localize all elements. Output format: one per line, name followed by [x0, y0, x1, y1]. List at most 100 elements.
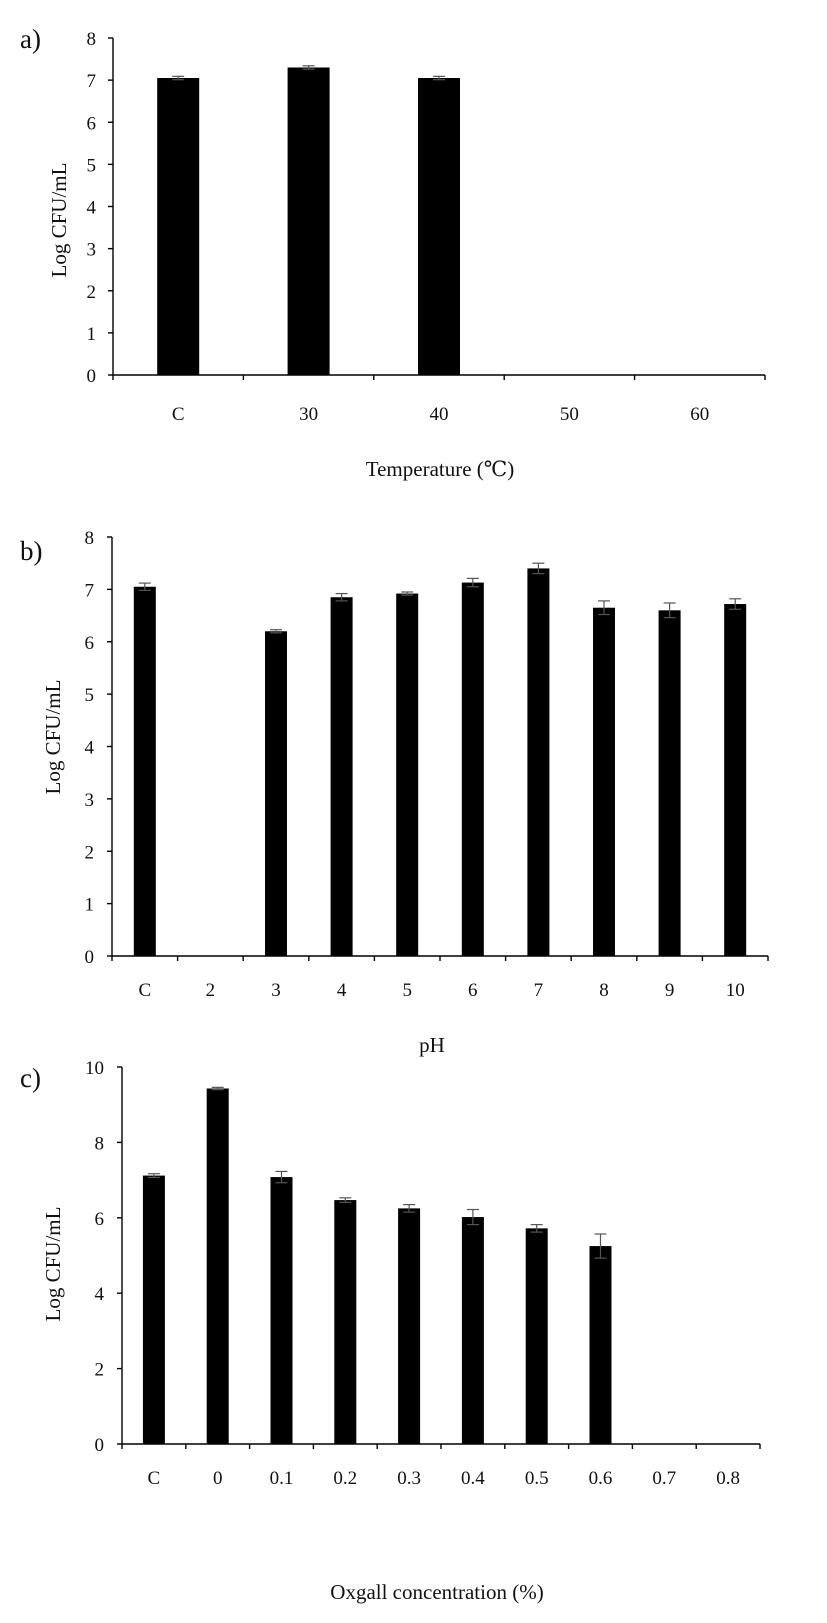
- x-axis-title-c: Oxgall concentration (%): [330, 1580, 543, 1604]
- bar-c-0.4: [461, 1217, 484, 1444]
- error-bar-b-4: [335, 592, 348, 602]
- bar-b-8: [593, 607, 615, 956]
- x-tick-label-b: 10: [726, 980, 745, 1001]
- x-tick-label-a: 40: [430, 404, 449, 425]
- error-bar-c-0.5: [530, 1223, 543, 1233]
- x-tick-label-b: 6: [468, 980, 478, 1001]
- x-tick-label-b: 4: [337, 980, 347, 1001]
- x-tick-label-c: 0.2: [333, 1468, 357, 1489]
- x-axis-title-a: Temperature (℃): [366, 457, 515, 481]
- error-bar-a-C: [172, 75, 185, 81]
- panel-label-a: a): [20, 24, 41, 54]
- x-tick-label-b: 8: [599, 980, 609, 1001]
- y-tick-label-b: 4: [85, 738, 95, 759]
- error-bar-b-5: [401, 591, 414, 596]
- y-tick-label-b: 0: [85, 947, 95, 968]
- x-axis-title-b: pH: [419, 1033, 445, 1057]
- y-tick-label-a: 5: [87, 155, 97, 176]
- x-tick-label-c: 0.3: [397, 1468, 421, 1489]
- x-tick-label-c: 0.1: [270, 1468, 294, 1489]
- bar-b-3: [265, 631, 287, 956]
- bar-b-C: [133, 586, 156, 956]
- bar-c-0.1: [270, 1177, 293, 1444]
- x-tick-label-c: 0.7: [652, 1468, 676, 1489]
- y-tick-label-b: 5: [85, 685, 95, 706]
- y-tick-label-a: 3: [87, 240, 97, 261]
- bar-c-C: [142, 1175, 165, 1444]
- chart-a-temperature: a) Log CFU/mL Temperature (℃) 0 1 2 3 4 5 6 7 8 C…: [20, 24, 766, 481]
- x-tick-label-a: 60: [690, 404, 709, 425]
- error-bar-a-40: [433, 75, 445, 81]
- error-bar-c-0.1: [275, 1170, 288, 1184]
- x-tick-label-c: 0.6: [589, 1468, 613, 1489]
- x-tick-label-c: 0: [213, 1468, 223, 1489]
- x-tick-label-c: 0.8: [716, 1468, 740, 1489]
- error-bar-c-0.2: [339, 1197, 352, 1203]
- chart-b-ph: b) Log CFU/mL pH 0 1 2 3 4 5 6 7 8 C 2 3 4 5 6 7 8 9 10: [20, 528, 769, 1057]
- panel-label-b: b): [20, 536, 43, 566]
- error-bar-b-C: [138, 582, 151, 592]
- error-bar-b-6: [466, 577, 479, 588]
- error-bar-b-10: [729, 598, 742, 610]
- chart-c-oxgall: c) Log CFU/mL Oxgall concentration (%) 0…: [20, 1058, 761, 1604]
- bar-c-0.3: [398, 1208, 421, 1444]
- error-bar-b-8: [598, 600, 610, 616]
- error-bar-a-30: [302, 65, 315, 70]
- x-tick-label-c: C: [148, 1468, 161, 1489]
- y-tick-label-c: 8: [95, 1133, 105, 1154]
- y-tick-label-b: 8: [85, 528, 95, 549]
- x-tick-label-c: 0.4: [461, 1468, 485, 1489]
- x-tick-label-b: 9: [665, 980, 675, 1001]
- bar-b-6: [461, 582, 484, 956]
- x-tick-label-a: 50: [560, 404, 579, 425]
- error-bar-b-7: [532, 562, 545, 575]
- error-bar-c-0.3: [403, 1204, 416, 1213]
- y-tick-label-c: 2: [95, 1360, 105, 1381]
- x-tick-label-a: 30: [299, 404, 318, 425]
- panel-label-c: c): [20, 1063, 41, 1093]
- bar-b-5: [396, 593, 419, 956]
- bar-b-9: [658, 610, 681, 956]
- error-bar-b-9: [663, 602, 676, 619]
- error-bar-c-0.4: [466, 1208, 479, 1226]
- y-tick-label-a: 1: [87, 324, 97, 345]
- y-tick-label-a: 4: [87, 198, 97, 219]
- y-axis-title-c: Log CFU/mL: [41, 1207, 65, 1322]
- x-tick-label-b: 3: [271, 980, 281, 1001]
- bar-c-0.2: [334, 1200, 357, 1444]
- bar-b-4: [330, 597, 353, 956]
- x-tick-label-b: 5: [402, 980, 412, 1001]
- y-tick-label-b: 2: [85, 842, 95, 863]
- y-axis-title-b: Log CFU/mL: [41, 680, 65, 795]
- y-tick-label-a: 7: [87, 71, 97, 92]
- bar-a-C: [157, 78, 200, 376]
- bar-a-40: [418, 78, 460, 376]
- x-tick-label-b: 7: [534, 980, 544, 1001]
- y-tick-label-a: 6: [87, 113, 97, 134]
- y-tick-label-b: 6: [85, 633, 95, 654]
- bar-b-10: [724, 604, 747, 956]
- bar-c-0.6: [589, 1246, 612, 1444]
- y-tick-label-c: 10: [85, 1058, 104, 1079]
- error-bar-c-0.6: [594, 1233, 607, 1259]
- y-tick-label-b: 1: [85, 895, 95, 916]
- bar-c-0: [206, 1088, 229, 1444]
- y-axis-title-a: Log CFU/mL: [47, 163, 71, 278]
- error-bar-c-C: [147, 1173, 160, 1179]
- y-tick-label-c: 0: [95, 1435, 105, 1456]
- y-tick-label-b: 7: [85, 580, 95, 601]
- x-tick-label-b: 2: [206, 980, 216, 1001]
- y-tick-label-a: 8: [87, 29, 97, 50]
- x-tick-label-b: C: [138, 980, 151, 1001]
- y-tick-label-a: 2: [87, 282, 97, 303]
- y-tick-label-c: 4: [95, 1284, 105, 1305]
- bar-a-30: [287, 67, 330, 376]
- bar-b-7: [527, 568, 550, 956]
- error-bar-b-3: [270, 629, 282, 634]
- y-tick-label-c: 6: [95, 1209, 105, 1230]
- x-tick-label-a: C: [172, 404, 185, 425]
- x-tick-label-c: 0.5: [525, 1468, 549, 1489]
- bar-c-0.5: [525, 1228, 548, 1444]
- y-tick-label-a: 0: [87, 366, 97, 387]
